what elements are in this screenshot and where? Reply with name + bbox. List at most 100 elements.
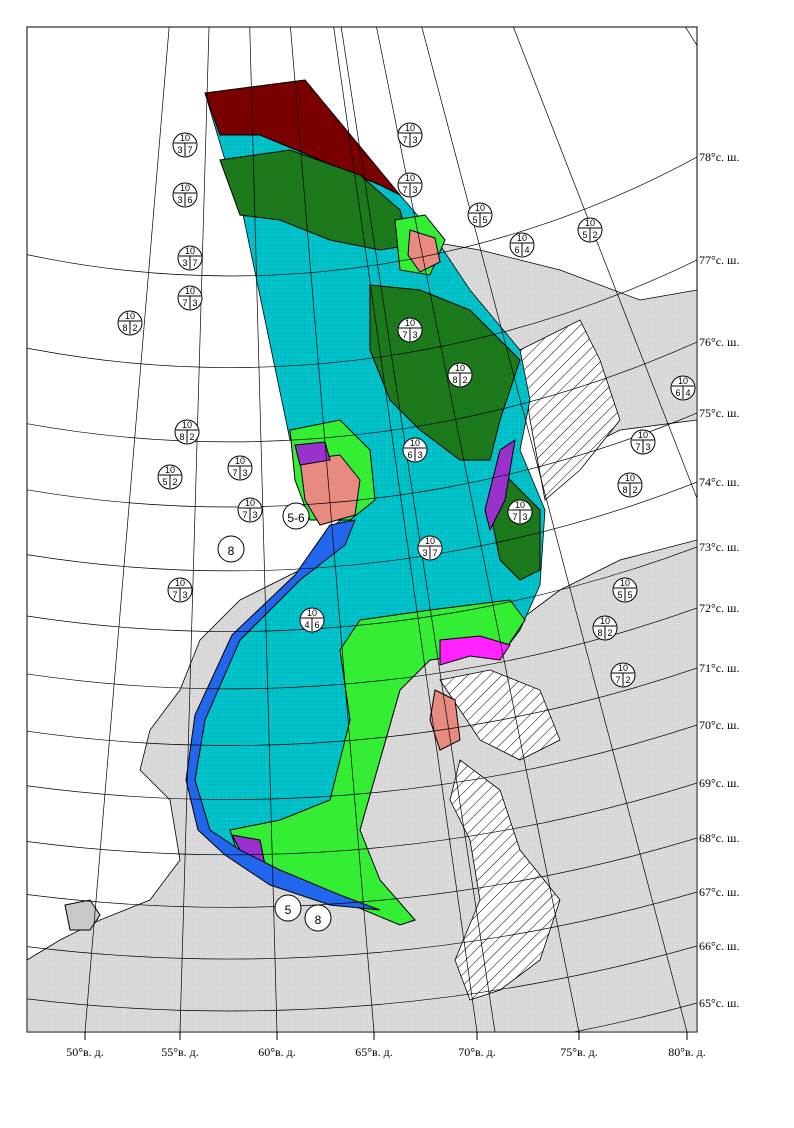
ice-code-partial: 2 <box>607 628 612 638</box>
ice-code-total: 10 <box>678 376 688 386</box>
ice-code: 10 7 3 <box>397 172 423 198</box>
meridian <box>290 27 375 1032</box>
ice-code: 10 8 2 <box>117 310 143 336</box>
ice-code-total: 10 <box>180 133 190 143</box>
map-body <box>27 27 697 1032</box>
meridian <box>249 27 278 1032</box>
ice-code-partial: 7 <box>242 510 247 520</box>
longitude-label: 50°в. д. <box>66 1045 104 1059</box>
ice-code-partial: 6 <box>514 245 519 255</box>
ice-code: 10 7 3 <box>630 429 656 455</box>
longitude-label: 55°в. д. <box>161 1045 199 1059</box>
ice-code-partial: 3 <box>182 258 187 268</box>
ice-code-partial: 7 <box>402 330 407 340</box>
ice-code-total: 10 <box>180 183 190 193</box>
ice-number: 8 <box>228 544 235 558</box>
meridian <box>512 27 697 500</box>
ice-code-partial: 2 <box>462 375 467 385</box>
ice-code-partial: 3 <box>417 450 422 460</box>
ice-code-total: 10 <box>625 473 635 483</box>
ice-code: 10 7 3 <box>237 497 263 523</box>
ice-code: 10 6 4 <box>670 375 696 401</box>
land <box>439 669 561 761</box>
ice-code-total: 10 <box>618 663 628 673</box>
ice-code: 10 3 7 <box>172 132 198 158</box>
ice-code-total: 10 <box>585 218 595 228</box>
latitude-label: 72°с. ш. <box>699 601 739 615</box>
longitude-label: 80°в. д. <box>668 1045 706 1059</box>
ice-code-partial: 2 <box>592 230 597 240</box>
ice-code-total: 10 <box>245 498 255 508</box>
ice-code-partial: 8 <box>622 485 627 495</box>
ice-code-total: 10 <box>165 465 175 475</box>
ice-code-total: 10 <box>455 363 465 373</box>
ice-pink <box>429 689 461 751</box>
ice-code: 10 7 3 <box>397 122 423 148</box>
ice-code-total: 10 <box>405 173 415 183</box>
ice-code-partial: 7 <box>402 185 407 195</box>
ice-code-partial: 3 <box>522 512 527 522</box>
ice-code: 10 7 3 <box>397 317 423 343</box>
ice-code-total: 10 <box>185 286 195 296</box>
graticule <box>27 27 697 1032</box>
ice-code-partial: 5 <box>582 230 587 240</box>
ice-code-partial: 5 <box>472 215 477 225</box>
ice-code-partial: 3 <box>242 468 247 478</box>
ice-code: 10 3 7 <box>177 245 203 271</box>
latitude-label: 75°с. ш. <box>699 406 739 420</box>
ice-code-total: 10 <box>405 123 415 133</box>
ice-code-partial: 3 <box>645 442 650 452</box>
ice-code: 10 7 2 <box>610 662 636 688</box>
ice-code-partial: 7 <box>172 590 177 600</box>
latitude-label: 77°с. ш. <box>699 253 739 267</box>
ice-code-partial: 2 <box>632 485 637 495</box>
ice-code: 10 5 2 <box>157 464 183 490</box>
ice-code-partial: 7 <box>187 145 192 155</box>
ice-code-partial: 2 <box>172 477 177 487</box>
ice-code-partial: 3 <box>422 548 427 558</box>
ice-code-total: 10 <box>235 456 245 466</box>
ice-code-partial: 6 <box>314 620 319 630</box>
ice-code-partial: 3 <box>412 330 417 340</box>
ice-code-total: 10 <box>182 420 192 430</box>
labels: 78°с. ш. 77°с. ш. 76°с. ш. 75°с. ш. 74°с. ш.… <box>66 122 739 1059</box>
ice-code: 10 6 3 <box>402 437 428 463</box>
ice-code-total: 10 <box>185 246 195 256</box>
ice-code: 10 5 2 <box>577 217 603 243</box>
ice-pink <box>407 229 441 273</box>
ice-code-partial: 3 <box>177 195 182 205</box>
ice-code-partial: 3 <box>192 298 197 308</box>
latitude-label: 71°с. ш. <box>699 661 739 675</box>
meridian <box>84 27 170 1032</box>
ice-code-total: 10 <box>125 311 135 321</box>
ice-code-partial: 3 <box>252 510 257 520</box>
ice-code-partial: 2 <box>132 323 137 333</box>
ice-code: 10 3 6 <box>172 182 198 208</box>
ice-code-partial: 5 <box>482 215 487 225</box>
latitude-label: 66°с. ш. <box>699 939 739 953</box>
latitude-label: 65°с. ш. <box>699 996 739 1010</box>
ice-code-total: 10 <box>517 233 527 243</box>
longitude-label: 65°в. д. <box>355 1045 393 1059</box>
latitude-label: 73°с. ш. <box>699 540 739 554</box>
ice-code: 10 7 3 <box>177 285 203 311</box>
ice-code-partial: 3 <box>412 185 417 195</box>
ice-code-total: 10 <box>175 578 185 588</box>
ice-code-total: 10 <box>405 318 415 328</box>
ice-code: 10 6 4 <box>509 232 535 258</box>
ice-dark-green <box>219 149 411 251</box>
ice-code-partial: 5 <box>617 590 622 600</box>
ice-number: 5 <box>285 903 292 917</box>
ice-code-partial: 2 <box>625 675 630 685</box>
ice-code: 10 4 6 <box>299 607 325 633</box>
ice-code: 10 3 7 <box>417 535 443 561</box>
ice-code: 10 8 2 <box>447 362 473 388</box>
latitude-label: 70°с. ш. <box>699 718 739 732</box>
ice-code-partial: 7 <box>512 512 517 522</box>
ice-code-partial: 7 <box>192 258 197 268</box>
ice-code-partial: 2 <box>189 432 194 442</box>
parallel <box>27 156 697 277</box>
ice-code-total: 10 <box>515 500 525 510</box>
ice-code-partial: 6 <box>407 450 412 460</box>
latitude-label: 67°с. ш. <box>699 885 739 899</box>
